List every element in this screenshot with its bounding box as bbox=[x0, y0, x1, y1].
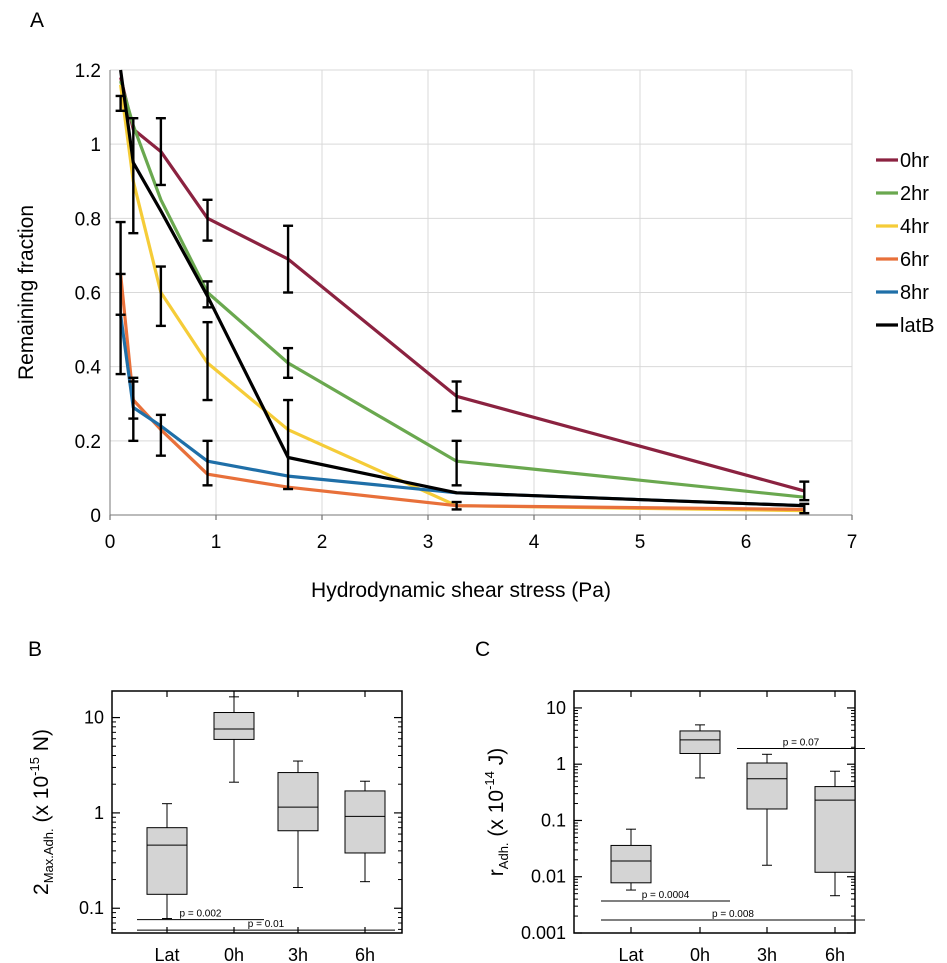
p-value-label: p = 0.008 bbox=[712, 909, 754, 920]
y-axis-title-part: (x 10 bbox=[485, 790, 508, 843]
x-tick-label: 3 bbox=[423, 532, 434, 553]
y-tick-label: 0 bbox=[90, 506, 101, 527]
box-Lat bbox=[610, 844, 652, 884]
p-value-label: p = 0.0004 bbox=[642, 890, 690, 901]
x-tick-label: 3h bbox=[757, 945, 777, 963]
box-3h bbox=[277, 772, 319, 832]
plot-frame bbox=[573, 690, 856, 934]
x-tick-label: Lat bbox=[154, 945, 179, 963]
y-tick-label: 0.1 bbox=[541, 810, 566, 830]
plot-frame bbox=[111, 690, 403, 934]
p-value-label: p = 0.01 bbox=[248, 919, 285, 930]
y-axis-title-part: J) bbox=[485, 748, 508, 771]
y-axis-title-part: Max.Adh. bbox=[41, 828, 56, 883]
boxplot-max-adhesion: 0.1 1 10 Lat 0h 3h 6h p = 0.002 p = 0.01 2Max.Adh… bbox=[27, 690, 403, 963]
x-tick-label: 6h bbox=[355, 945, 375, 963]
y-axis-title: Remaining fraction bbox=[15, 205, 38, 380]
box-6h bbox=[344, 790, 386, 854]
y-tick-label: 0.2 bbox=[75, 432, 101, 453]
x-tick-label: 1 bbox=[211, 532, 222, 553]
box-6h bbox=[814, 786, 856, 873]
box-Lat bbox=[146, 827, 188, 895]
y-tick-label: 1 bbox=[94, 803, 104, 823]
y-tick-label: 1 bbox=[556, 754, 566, 774]
y-tick-label: 0.4 bbox=[75, 358, 102, 379]
legend-label-4hr: 4hr bbox=[900, 216, 929, 238]
y-tick-label: 0.1 bbox=[79, 898, 104, 918]
y-axis-title-part: Adh. bbox=[496, 842, 511, 869]
y-axis-title-part: r bbox=[485, 869, 508, 876]
y-axis-title-part: -15 bbox=[27, 757, 42, 776]
y-axis-title-part: -14 bbox=[482, 771, 497, 790]
x-tick-label: 0h bbox=[690, 945, 710, 963]
y-tick-label: 1.2 bbox=[75, 61, 101, 82]
boxplot-adhesion-energy: 0.001 0.01 0.1 1 10 Lat 0h 3h 6h p = 0.07 p = 0.00… bbox=[482, 690, 865, 963]
box-0h bbox=[213, 712, 255, 740]
panel-label-b: B bbox=[28, 638, 42, 661]
y-axis-title: rAdh. (x 10-14 J) bbox=[482, 748, 511, 876]
y-tick-label: 0.001 bbox=[521, 923, 566, 943]
x-tick-label: 2 bbox=[317, 532, 328, 553]
panel-label-a: A bbox=[30, 9, 44, 32]
legend-label-latB: latB bbox=[900, 315, 934, 337]
legend-label-6hr: 6hr bbox=[900, 249, 929, 271]
y-tick-label: 0.8 bbox=[75, 209, 101, 230]
y-axis-title-part: 2 bbox=[30, 883, 53, 895]
box-3h bbox=[746, 762, 788, 810]
x-axis-title: Hydrodynamic shear stress (Pa) bbox=[311, 579, 611, 602]
x-tick-label: 0h bbox=[224, 945, 244, 963]
series-line-0hr bbox=[119, 77, 805, 493]
y-tick-label: 0.01 bbox=[531, 867, 566, 887]
legend-label-8hr: 8hr bbox=[900, 282, 929, 304]
x-tick-label: 5 bbox=[635, 532, 646, 553]
legend-label-2hr: 2hr bbox=[900, 183, 929, 205]
y-axis-title: 2Max.Adh. (x 10-15 N) bbox=[27, 729, 56, 895]
x-tick-label: 7 bbox=[847, 532, 858, 553]
line-chart-shear-stress: 0 1 2 3 4 5 6 7 0 0.2 0.4 0.6 0.8 1 1.2 Hydrodynamic sh… bbox=[15, 61, 934, 602]
series-line-2hr bbox=[119, 80, 805, 499]
y-axis-title-part: N) bbox=[30, 729, 53, 757]
x-tick-label: 0 bbox=[105, 532, 116, 553]
panel-label-c: C bbox=[475, 638, 490, 661]
y-tick-label: 0.6 bbox=[75, 284, 101, 305]
p-value-label: p = 0.002 bbox=[180, 909, 222, 920]
box-0h bbox=[679, 730, 721, 754]
x-tick-label: 6 bbox=[741, 532, 752, 553]
series-line-4hr bbox=[119, 84, 805, 513]
series-line-6hr bbox=[119, 273, 805, 511]
x-tick-label: Lat bbox=[618, 945, 643, 963]
p-value-label: p = 0.07 bbox=[783, 738, 820, 749]
y-axis-title-part: (x 10 bbox=[30, 776, 53, 829]
x-tick-label: 4 bbox=[529, 532, 540, 553]
legend-label-0hr: 0hr bbox=[900, 150, 929, 172]
x-tick-label: 6h bbox=[825, 945, 845, 963]
y-tick-label: 1 bbox=[90, 135, 101, 156]
y-tick-label: 10 bbox=[84, 708, 104, 728]
x-tick-label: 3h bbox=[288, 945, 308, 963]
y-tick-label: 10 bbox=[546, 698, 566, 718]
